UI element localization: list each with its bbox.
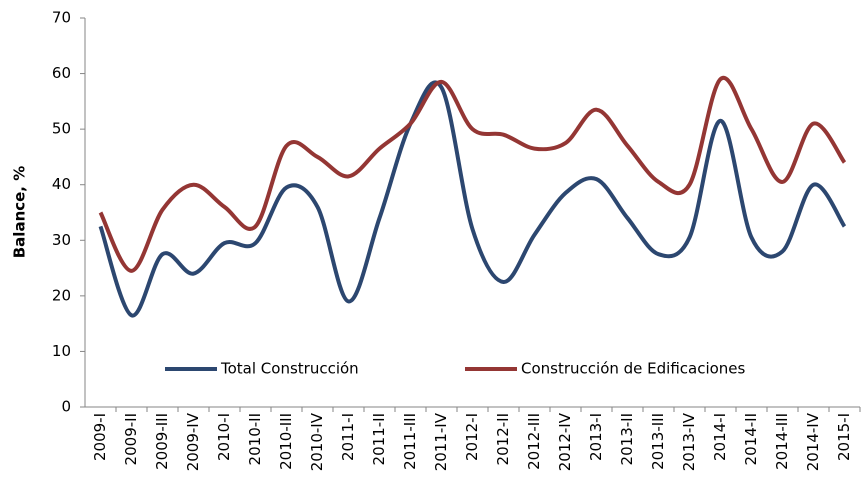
x-tick-label: 2012-II xyxy=(494,413,512,465)
y-tick-label: 40 xyxy=(52,175,71,193)
x-tick-label: 2014-I xyxy=(711,413,729,461)
x-tick-label: 2011-IV xyxy=(432,412,450,471)
y-tick-label: 0 xyxy=(61,398,71,416)
x-tick-label: 2013-II xyxy=(618,413,636,465)
x-tick-label: 2011-III xyxy=(401,413,419,470)
x-tick-label: 2013-III xyxy=(649,413,667,470)
x-tick-label: 2013-I xyxy=(587,413,605,461)
y-tick-label: 70 xyxy=(52,9,71,27)
x-tick-label: 2009-IV xyxy=(184,412,202,471)
y-tick-label: 60 xyxy=(52,64,71,82)
x-tick-label: 2011-I xyxy=(339,413,357,461)
x-tick-label: 2014-IV xyxy=(804,412,822,471)
x-tick-label: 2011-II xyxy=(370,413,388,465)
legend-label: Construcción de Edificaciones xyxy=(521,360,746,378)
x-tick-label: 2014-III xyxy=(773,413,791,470)
x-tick-label: 2012-IV xyxy=(556,412,574,471)
x-tick-label: 2015-I xyxy=(835,413,853,461)
y-axis-title: Balance, % xyxy=(11,166,29,259)
x-tick-label: 2010-I xyxy=(215,413,233,461)
y-tick-label: 10 xyxy=(52,342,71,360)
y-tick-label: 20 xyxy=(52,286,71,304)
series-line xyxy=(98,80,847,318)
x-tick-label: 2010-IV xyxy=(308,412,326,471)
x-tick-label: 2009-I xyxy=(91,413,109,461)
x-tick-label: 2009-III xyxy=(153,413,171,470)
x-tick-label: 2014-II xyxy=(742,413,760,465)
x-tick-label: 2013-IV xyxy=(680,412,698,471)
x-tick-label: 2012-I xyxy=(463,413,481,461)
series-line xyxy=(98,75,847,273)
y-tick-label: 50 xyxy=(52,120,71,138)
x-tick-label: 2010-II xyxy=(246,413,264,465)
x-tick-label: 2009-II xyxy=(122,413,140,465)
legend-label: Total Construcción xyxy=(220,360,359,378)
x-tick-label: 2012-III xyxy=(525,413,543,470)
y-tick-label: 30 xyxy=(52,231,71,249)
x-tick-label: 2010-III xyxy=(277,413,295,470)
